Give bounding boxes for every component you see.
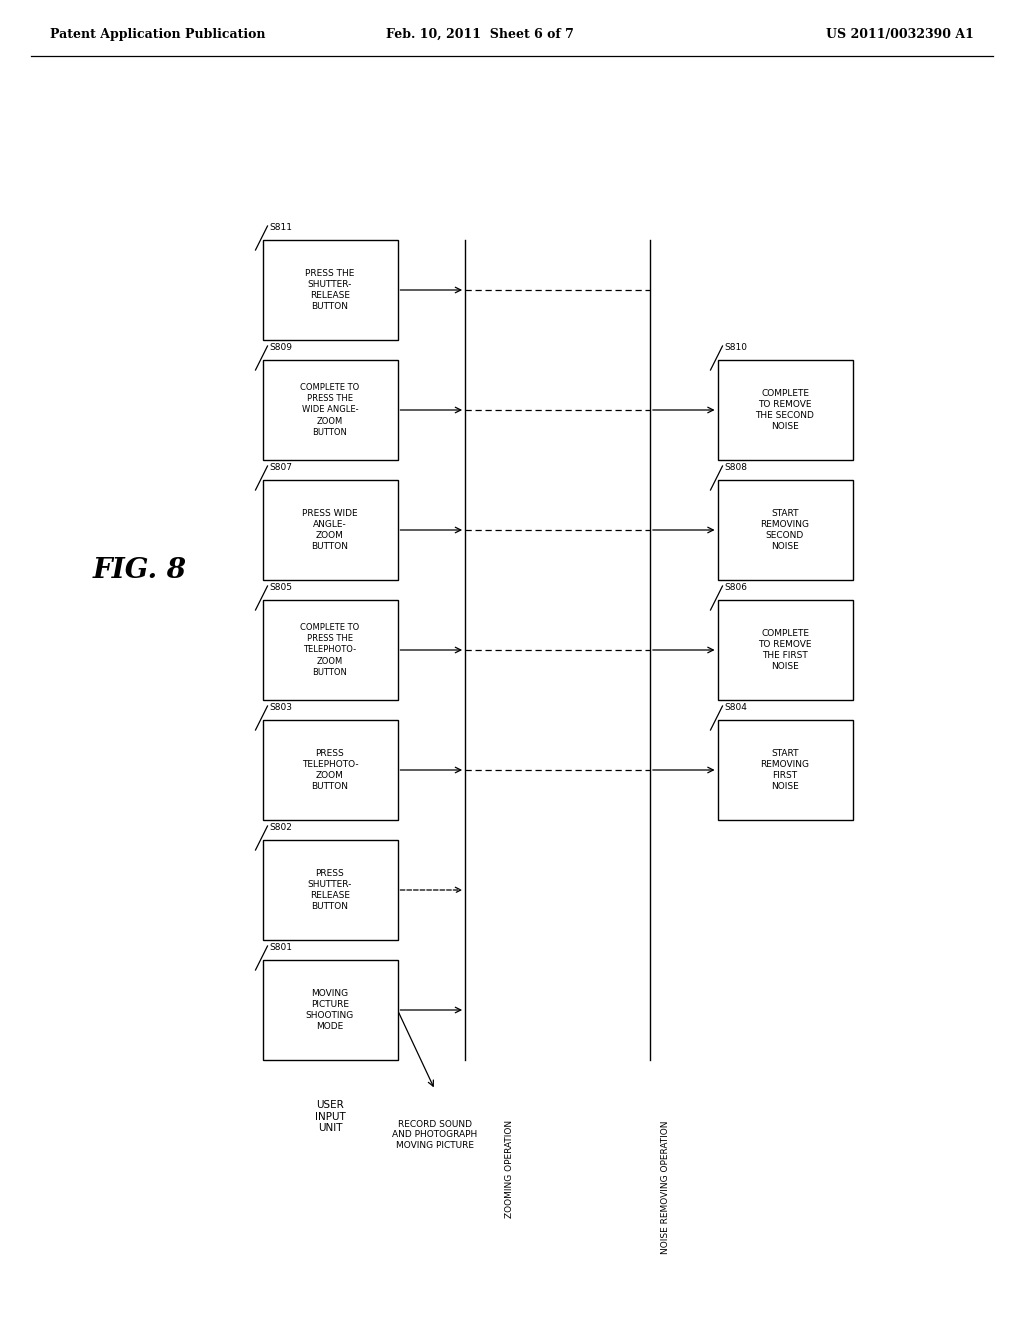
Text: START
REMOVING
FIRST
NOISE: START REMOVING FIRST NOISE — [761, 748, 810, 791]
FancyBboxPatch shape — [262, 840, 397, 940]
Text: Patent Application Publication: Patent Application Publication — [50, 28, 265, 41]
Text: PRESS
SHUTTER-
RELEASE
BUTTON: PRESS SHUTTER- RELEASE BUTTON — [308, 869, 352, 911]
Text: S801: S801 — [269, 942, 293, 952]
Text: COMPLETE TO
PRESS THE
WIDE ANGLE-
ZOOM
BUTTON: COMPLETE TO PRESS THE WIDE ANGLE- ZOOM B… — [300, 383, 359, 437]
Text: S809: S809 — [269, 343, 293, 352]
Text: COMPLETE TO
PRESS THE
TELEPHOTO-
ZOOM
BUTTON: COMPLETE TO PRESS THE TELEPHOTO- ZOOM BU… — [300, 623, 359, 677]
FancyBboxPatch shape — [718, 601, 853, 700]
FancyBboxPatch shape — [262, 480, 397, 579]
Text: RECORD SOUND
AND PHOTOGRAPH
MOVING PICTURE: RECORD SOUND AND PHOTOGRAPH MOVING PICTU… — [392, 1119, 477, 1150]
Text: ZOOMING OPERATION: ZOOMING OPERATION — [506, 1119, 514, 1218]
Text: PRESS THE
SHUTTER-
RELEASE
BUTTON: PRESS THE SHUTTER- RELEASE BUTTON — [305, 269, 354, 312]
FancyBboxPatch shape — [262, 601, 397, 700]
FancyBboxPatch shape — [262, 360, 397, 459]
Text: Feb. 10, 2011  Sheet 6 of 7: Feb. 10, 2011 Sheet 6 of 7 — [386, 28, 573, 41]
Text: S804: S804 — [725, 704, 748, 711]
FancyBboxPatch shape — [718, 360, 853, 459]
Text: S808: S808 — [725, 463, 748, 473]
Text: S802: S802 — [269, 822, 293, 832]
FancyBboxPatch shape — [718, 480, 853, 579]
Text: S803: S803 — [269, 704, 293, 711]
Text: S805: S805 — [269, 583, 293, 591]
Text: START
REMOVING
SECOND
NOISE: START REMOVING SECOND NOISE — [761, 508, 810, 552]
Text: NOISE REMOVING OPERATION: NOISE REMOVING OPERATION — [660, 1119, 670, 1254]
FancyBboxPatch shape — [262, 240, 397, 341]
Text: S807: S807 — [269, 463, 293, 473]
Text: S810: S810 — [725, 343, 748, 352]
Text: MOVING
PICTURE
SHOOTING
MODE: MOVING PICTURE SHOOTING MODE — [306, 989, 354, 1031]
Text: PRESS WIDE
ANGLE-
ZOOM
BUTTON: PRESS WIDE ANGLE- ZOOM BUTTON — [302, 508, 357, 552]
Text: COMPLETE
TO REMOVE
THE SECOND
NOISE: COMPLETE TO REMOVE THE SECOND NOISE — [756, 389, 814, 432]
Text: COMPLETE
TO REMOVE
THE FIRST
NOISE: COMPLETE TO REMOVE THE FIRST NOISE — [758, 628, 812, 671]
Text: US 2011/0032390 A1: US 2011/0032390 A1 — [826, 28, 974, 41]
Text: S806: S806 — [725, 583, 748, 591]
FancyBboxPatch shape — [718, 719, 853, 820]
FancyBboxPatch shape — [262, 960, 397, 1060]
Text: FIG. 8: FIG. 8 — [93, 557, 187, 583]
Text: USER
INPUT
UNIT: USER INPUT UNIT — [314, 1100, 345, 1133]
Text: PRESS
TELEPHOTO-
ZOOM
BUTTON: PRESS TELEPHOTO- ZOOM BUTTON — [302, 748, 358, 791]
Text: S811: S811 — [269, 223, 293, 232]
FancyBboxPatch shape — [262, 719, 397, 820]
